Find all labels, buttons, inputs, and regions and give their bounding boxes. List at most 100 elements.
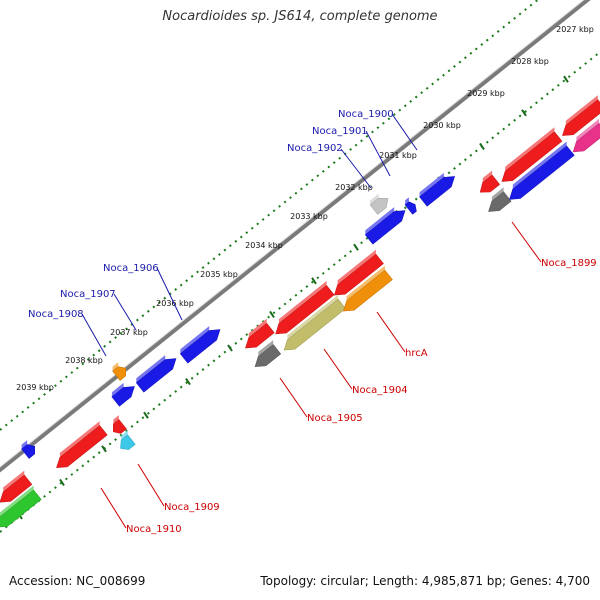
gene-noca-1909-red-top	[113, 415, 119, 425]
major-tick	[101, 445, 107, 453]
gene-label: Noca_1900	[338, 109, 394, 120]
gene-noca-1910-top	[59, 421, 100, 458]
gene-noca-1906	[135, 358, 177, 393]
tick-label: 2036 kbp	[156, 299, 194, 308]
gene-minus-left	[0, 474, 33, 503]
major-tick	[479, 142, 485, 150]
tick-label: 2035 kbp	[200, 270, 238, 279]
gene-label: Noca_1909	[164, 502, 220, 513]
gene-label: Noca_1910	[126, 524, 182, 535]
gene-minus-1904-top	[337, 249, 376, 285]
gene-noca-1906-top	[136, 355, 166, 383]
tick-label: 2030 kbp	[423, 121, 461, 130]
gene-minus-1904	[333, 253, 384, 296]
gene-leader-line	[156, 267, 183, 321]
gene-minus-1899c-top	[565, 95, 598, 126]
major-tick	[227, 344, 233, 352]
gene-noca-1910	[56, 425, 108, 469]
major-tick	[353, 243, 359, 251]
gene-plus-1905b	[179, 329, 221, 364]
gene-minus-1899a-top	[482, 170, 493, 183]
gene-label: Noca_1908	[28, 309, 84, 320]
major-tick	[311, 277, 317, 285]
tick-label: 2038 kbp	[65, 356, 103, 365]
gene-leader-line	[511, 221, 542, 263]
gene-minus-1899c	[562, 99, 600, 136]
gene-minus-1905b	[275, 285, 335, 335]
gene-pink-1899-top	[576, 118, 600, 142]
gene-minus-left-top	[3, 470, 25, 492]
major-tick	[269, 310, 275, 318]
tick-label: 2027 kbp	[556, 25, 594, 34]
gene-noca-1901-top	[405, 197, 409, 205]
gene-label: Noca_1907	[60, 289, 116, 300]
gene-noca-1902b	[364, 210, 406, 245]
gene-leader-line	[376, 311, 406, 353]
genome-summary: Topology: circular; Length: 4,985,871 bp…	[260, 574, 590, 588]
gene-leader-line	[391, 113, 418, 151]
gene-green-left-top	[0, 485, 34, 517]
gene-leader-line	[340, 148, 372, 189]
gene-plus-small	[21, 444, 36, 459]
gene-noca-1904-top	[287, 294, 339, 340]
gene-minus-1905a	[245, 322, 275, 349]
tick-label: 2032 kbp	[335, 183, 373, 192]
gene-label: Noca_1904	[352, 385, 408, 396]
gene-noca-1902-top	[370, 193, 379, 205]
gene-label: hrcA	[405, 348, 428, 359]
gene-leader-line	[100, 487, 127, 529]
gene-label: Noca_1906	[103, 263, 159, 274]
gene-noca-1909	[120, 434, 136, 450]
gene-label: Noca_1899	[541, 258, 597, 269]
backbone-highlight	[0, 0, 585, 468]
tick-label: 2033 kbp	[290, 212, 328, 221]
gene-noca-1899-top	[491, 187, 504, 202]
gene-noca-1900-top	[419, 172, 444, 197]
gene-noca-1905	[254, 344, 282, 368]
map-title: Nocardioides sp. JS614, complete genome	[162, 9, 438, 24]
tick-label: 2034 kbp	[245, 241, 283, 250]
gene-hrca-top	[346, 265, 385, 301]
gene-leader-line	[137, 463, 165, 507]
gene-label: Noca_1902	[287, 143, 343, 154]
gene-noca-1901	[404, 201, 417, 215]
gene-noca-1909-red	[113, 419, 127, 434]
gene-pink-1899	[572, 122, 600, 153]
gene-noca-1902b-top	[365, 207, 395, 235]
gene-label: Noca_1901	[312, 126, 368, 137]
gene-noca-1909-top	[121, 430, 128, 441]
gene-minus-1899b	[501, 131, 563, 182]
gene-leader-line	[113, 293, 137, 331]
gene-green-left	[0, 489, 42, 528]
gene-noca-1907	[111, 386, 135, 407]
gene-leader-line	[323, 348, 353, 390]
tick-label: 2028 kbp	[511, 57, 549, 66]
gene-blue-1899	[509, 145, 575, 200]
tick-label: 2039 kbp	[16, 383, 54, 392]
major-tick	[143, 411, 149, 419]
major-tick	[521, 109, 527, 117]
gene-leader-line	[365, 130, 391, 177]
major-tick	[59, 478, 65, 486]
gene-label: Noca_1905	[307, 413, 363, 424]
accession-label: Accession: NC_008699	[9, 574, 146, 588]
gene-noca-1899	[488, 191, 512, 212]
major-tick	[563, 75, 569, 83]
gene-noca-1907-top	[111, 382, 124, 397]
gene-minus-1899a	[479, 174, 501, 193]
tick-label: 2029 kbp	[467, 89, 505, 98]
gene-noca-1905-top	[258, 340, 274, 357]
tick-label: 2031 kbp	[379, 151, 417, 160]
major-tick	[185, 378, 191, 386]
gene-minus-1905a-top	[248, 318, 267, 338]
gene-leader-line	[81, 313, 107, 357]
gene-leader-line	[279, 377, 308, 418]
tick-label: 2037 kbp	[110, 328, 148, 337]
gene-noca-1902	[369, 197, 389, 215]
gene-noca-1900	[419, 176, 456, 207]
gene-plus-1905b-top	[180, 326, 210, 354]
gene-minus-1905b-top	[278, 281, 327, 324]
backbone-line	[0, 0, 591, 473]
